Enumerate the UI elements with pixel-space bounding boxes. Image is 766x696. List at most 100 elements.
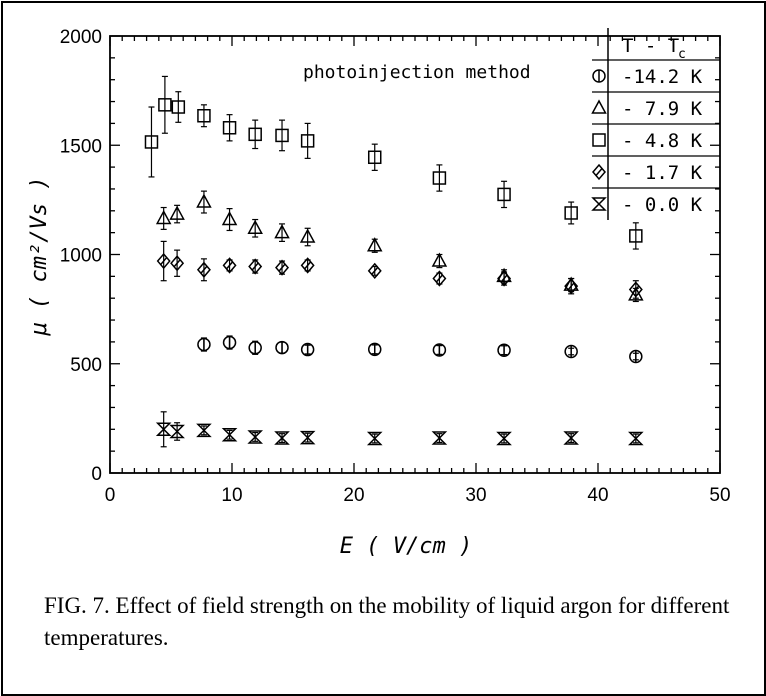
circle-marker bbox=[564, 344, 578, 359]
legend: T - Tc -14.2 K - 7.9 K - 4.8 K - 1.7 K - 0.0 … bbox=[591, 28, 720, 220]
diamond-stroke bbox=[160, 257, 168, 266]
triangle-shape bbox=[155, 209, 172, 225]
hourglass-marker bbox=[431, 431, 448, 445]
circle-marker bbox=[248, 341, 262, 355]
y-tick-label: 2000 bbox=[60, 27, 102, 48]
series-circle bbox=[197, 335, 643, 364]
x-tick-label: 10 bbox=[221, 485, 242, 506]
square-shape bbox=[158, 98, 172, 112]
square-shape bbox=[197, 109, 211, 123]
hourglass-shape bbox=[221, 428, 238, 442]
square-shape bbox=[629, 229, 643, 243]
hourglass-marker bbox=[155, 422, 172, 437]
legend-label: - 7.9 K bbox=[622, 98, 703, 120]
square-marker bbox=[222, 121, 237, 135]
hourglass-marker bbox=[628, 431, 644, 446]
hourglass-shape bbox=[247, 430, 263, 444]
square-shape bbox=[275, 128, 289, 143]
x-tick-label: 50 bbox=[709, 485, 730, 506]
square-marker bbox=[197, 109, 211, 123]
circle-marker bbox=[197, 337, 211, 352]
circle-marker bbox=[432, 343, 447, 357]
diamond-stroke bbox=[200, 265, 208, 274]
square-marker bbox=[171, 100, 186, 114]
y-axis-label: μ ( cm²/Vs ) bbox=[27, 177, 52, 337]
diamond-stroke bbox=[500, 274, 508, 283]
square-marker bbox=[367, 150, 382, 165]
hourglass-marker bbox=[591, 197, 607, 211]
diamond-marker bbox=[300, 257, 315, 274]
x-tick-label: 30 bbox=[465, 485, 486, 506]
diamond-shape bbox=[300, 257, 315, 274]
square-shape bbox=[564, 206, 578, 220]
series-diamond bbox=[156, 240, 643, 299]
square-shape bbox=[248, 127, 262, 142]
diamond-marker bbox=[170, 255, 185, 272]
diamond-marker bbox=[432, 270, 447, 287]
triangle-marker bbox=[299, 228, 316, 243]
hourglass-marker bbox=[221, 428, 238, 442]
diamond-shape bbox=[275, 259, 290, 276]
triangle-shape bbox=[274, 224, 290, 239]
hourglass-shape bbox=[196, 423, 212, 438]
square-shape bbox=[300, 134, 315, 148]
square-shape bbox=[592, 133, 606, 147]
y-tick-label: 0 bbox=[91, 464, 102, 485]
diamond-stroke bbox=[173, 259, 181, 268]
square-shape bbox=[144, 135, 159, 149]
triangle-shape bbox=[196, 193, 212, 208]
circle-marker bbox=[592, 69, 606, 83]
hourglass-marker bbox=[299, 430, 316, 445]
diamond-shape bbox=[170, 255, 185, 272]
square-marker bbox=[432, 171, 447, 185]
diamond-marker bbox=[628, 281, 643, 298]
diamond-marker bbox=[564, 278, 579, 295]
hourglass-marker bbox=[169, 424, 185, 439]
circle-marker bbox=[629, 349, 643, 364]
diamond-shape bbox=[592, 163, 606, 181]
triangle-marker bbox=[196, 193, 212, 208]
square-shape bbox=[432, 171, 447, 185]
legend-title-sub: c bbox=[678, 47, 686, 62]
diamond-shape bbox=[196, 261, 211, 278]
triangle-shape bbox=[628, 286, 644, 301]
triangle-marker bbox=[221, 210, 238, 226]
diamond-shape bbox=[628, 281, 643, 298]
diamond-marker bbox=[592, 163, 606, 181]
triangle-marker bbox=[155, 209, 172, 225]
series-hourglass bbox=[155, 411, 644, 448]
triangle-shape bbox=[431, 252, 448, 267]
hourglass-shape bbox=[496, 431, 512, 446]
diamond-stroke bbox=[278, 263, 286, 272]
triangle-marker bbox=[169, 205, 185, 220]
square-marker bbox=[592, 133, 606, 147]
square-marker bbox=[275, 128, 289, 143]
circle-marker bbox=[497, 343, 511, 357]
triangle-shape bbox=[299, 228, 316, 243]
hourglass-marker bbox=[563, 431, 579, 445]
circle-marker bbox=[367, 342, 382, 357]
diamond-shape bbox=[156, 252, 171, 270]
hourglass-shape bbox=[431, 431, 448, 445]
hourglass-shape bbox=[591, 197, 607, 211]
hourglass-marker bbox=[247, 430, 263, 444]
diamond-stroke bbox=[632, 285, 640, 294]
hourglass-shape bbox=[563, 431, 579, 445]
circle-marker bbox=[300, 342, 315, 357]
legend-label: - 0.0 K bbox=[622, 194, 703, 216]
annotation-label: photoinjection method bbox=[303, 62, 531, 83]
legend-label: -14.2 K bbox=[622, 66, 703, 88]
square-marker bbox=[248, 127, 262, 142]
square-shape bbox=[222, 121, 237, 135]
hourglass-marker bbox=[274, 431, 290, 445]
square-shape bbox=[497, 187, 511, 202]
square-marker bbox=[300, 134, 315, 148]
hourglass-shape bbox=[299, 430, 316, 445]
diamond-stroke bbox=[304, 261, 312, 270]
triangle-shape bbox=[247, 219, 263, 235]
hourglass-shape bbox=[155, 422, 172, 437]
diamond-stroke bbox=[225, 261, 234, 270]
diamond-marker bbox=[275, 259, 290, 276]
hourglass-shape bbox=[169, 424, 185, 439]
